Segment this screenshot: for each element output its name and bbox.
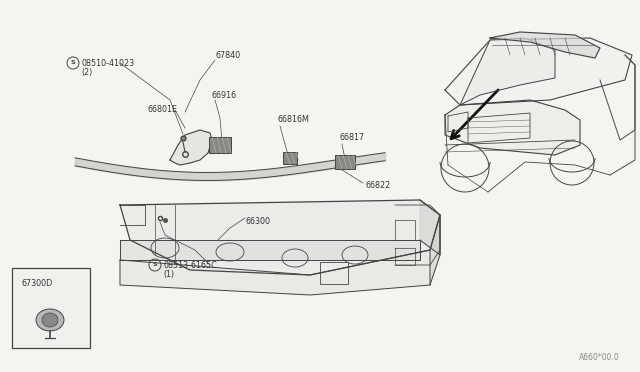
Text: 66300: 66300 (245, 218, 270, 227)
Ellipse shape (42, 313, 58, 327)
Text: (1): (1) (163, 269, 174, 279)
Bar (335, 155, 355, 169)
Polygon shape (120, 240, 420, 260)
Text: 67840: 67840 (215, 51, 240, 60)
Text: (2): (2) (81, 67, 92, 77)
Text: 66816M: 66816M (278, 115, 310, 125)
Polygon shape (445, 38, 632, 105)
Polygon shape (170, 130, 212, 165)
Polygon shape (460, 38, 555, 105)
Polygon shape (490, 32, 600, 58)
Bar (320, 262, 348, 284)
Polygon shape (430, 215, 440, 285)
Bar (283, 152, 297, 164)
Text: 66822: 66822 (365, 180, 390, 189)
Polygon shape (120, 250, 430, 295)
Polygon shape (420, 200, 440, 255)
Text: S: S (153, 263, 157, 267)
Text: 08510-41023: 08510-41023 (81, 58, 134, 67)
Text: 66916: 66916 (212, 90, 237, 99)
Ellipse shape (36, 309, 64, 331)
Polygon shape (120, 200, 440, 275)
Text: 66817: 66817 (340, 134, 365, 142)
Text: 08513-6165C: 08513-6165C (163, 260, 217, 269)
Text: S: S (70, 61, 76, 65)
Text: 67300D: 67300D (22, 279, 53, 289)
Polygon shape (445, 100, 580, 155)
Bar (209, 137, 231, 153)
Bar (12, 268, 90, 348)
Text: A660*00.0: A660*00.0 (579, 353, 620, 362)
Text: 66801E: 66801E (148, 106, 178, 115)
